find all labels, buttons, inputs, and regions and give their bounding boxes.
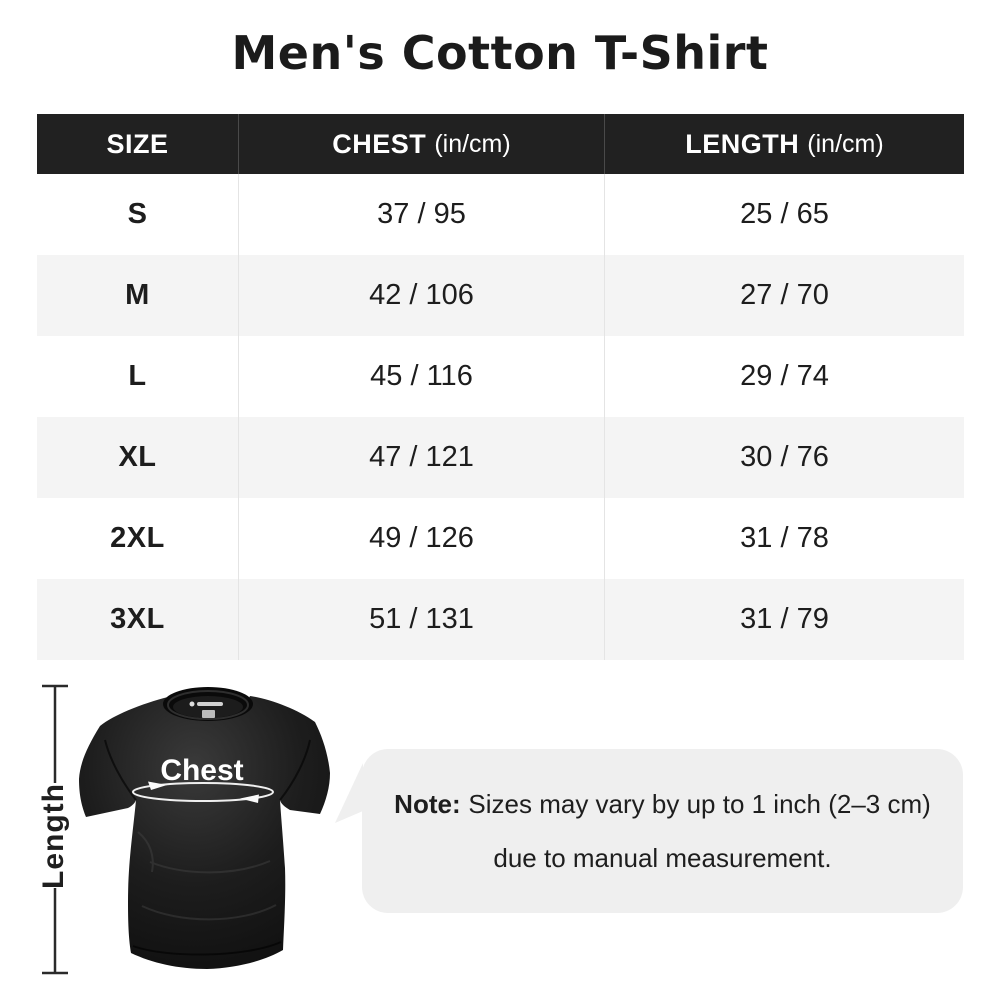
page-title: Men's Cotton T-Shirt xyxy=(231,26,769,80)
bubble-tail-icon xyxy=(335,763,363,823)
length-measure-line xyxy=(42,684,68,975)
note-line-1: Note: Sizes may vary by up to 1 inch (2–3… xyxy=(394,789,931,819)
chest-label: Chest xyxy=(160,754,243,787)
header-chest-unit: (in/cm) xyxy=(434,129,511,158)
chest-cell: 37 / 95 xyxy=(239,174,605,255)
size-cell: XL xyxy=(37,417,239,498)
size-cell: S xyxy=(37,174,239,255)
tshirt-measurement-diagram: Length xyxy=(37,684,330,975)
length-cell: 30 / 76 xyxy=(740,441,829,473)
chest-cell: 42 / 106 xyxy=(239,255,605,336)
arrowhead-right-icon xyxy=(148,781,167,790)
table-row-s: S 37 / 95 25 / 65 xyxy=(37,174,964,255)
note-line-2: due to manual measurement. xyxy=(493,843,832,873)
size-table-header-row: SIZE CHEST (in/cm) LENGTH (in/cm) xyxy=(37,114,964,174)
length-cell: 27 / 70 xyxy=(740,279,829,311)
arrowhead-left-icon xyxy=(240,794,259,803)
header-length-unit: (in/cm) xyxy=(807,129,884,158)
header-cell-length: LENGTH (in/cm) xyxy=(605,114,964,174)
size-cell: 2XL xyxy=(37,498,239,579)
brand-label xyxy=(189,701,223,718)
header-size-label: SIZE xyxy=(106,128,169,159)
length-cell: 29 / 74 xyxy=(740,360,829,392)
length-cell: 31 / 78 xyxy=(740,522,829,554)
header-cell-size: SIZE xyxy=(37,114,239,174)
chest-cell: 47 / 121 xyxy=(239,417,605,498)
length-cell: 25 / 65 xyxy=(740,198,829,230)
table-row-2xl: 2XL 49 / 126 31 / 78 xyxy=(37,498,964,579)
chest-cell: 45 / 116 xyxy=(239,336,605,417)
chest-measure-ellipse xyxy=(132,781,274,803)
header-cell-chest: CHEST (in/cm) xyxy=(239,114,605,174)
size-table: SIZE CHEST (in/cm) LENGTH (in/cm) S 37 /… xyxy=(37,114,964,660)
note-bubble: Note: Sizes may vary by up to 1 inch (2–3… xyxy=(335,749,963,913)
tshirt-graphic: Chest xyxy=(79,687,330,969)
note-label: Note: xyxy=(394,789,461,819)
table-row-xl: XL 47 / 121 30 / 76 xyxy=(37,417,964,498)
chest-cell: 49 / 126 xyxy=(239,498,605,579)
header-chest-label: CHEST xyxy=(332,128,427,159)
table-row-3xl: 3XL 51 / 131 31 / 79 xyxy=(37,579,964,660)
table-row-m: M 42 / 106 27 / 70 xyxy=(37,255,964,336)
length-cell: 31 / 79 xyxy=(740,603,829,635)
size-cell: L xyxy=(37,336,239,417)
length-label: Length xyxy=(37,783,70,889)
header-length-label: LENGTH xyxy=(685,128,800,159)
note-text: Sizes may vary by up to 1 inch (2–3 cm) xyxy=(468,789,931,819)
chest-cell: 51 / 131 xyxy=(239,579,605,660)
table-row-l: L 45 / 116 29 / 74 xyxy=(37,336,964,417)
size-cell: 3XL xyxy=(37,579,239,660)
size-cell: M xyxy=(37,255,239,336)
